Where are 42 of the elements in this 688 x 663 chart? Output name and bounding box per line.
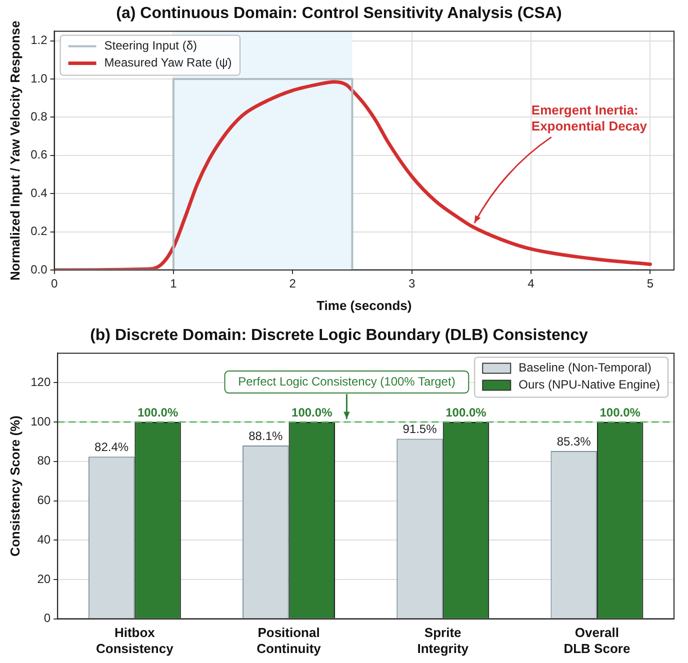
chart-title: (b) Discrete Domain: Discrete Logic Boundary (DLB) Consistency: [90, 327, 588, 344]
x-tick-label: Positional Continuity: [256, 625, 322, 656]
chart-title: (a) Continuous Domain: Control Sensitivity Analysis (CSA): [116, 5, 562, 22]
y-tick-label: 120: [30, 375, 51, 390]
annotation: Emergent Inertia: Exponential Decay: [531, 102, 648, 134]
y-tick-label: 20: [37, 572, 51, 586]
y-tick-label: 80: [37, 454, 51, 468]
y-tick-label: 0.4: [30, 186, 48, 200]
legend-label: Ours (NPU-Native Engine): [518, 378, 660, 392]
y-tick-label: 0.8: [30, 109, 48, 124]
legend-label: Steering Input (δ): [104, 38, 198, 53]
x-tick-label: Hitbox Consistency: [96, 625, 174, 656]
y-tick-label: 0.2: [30, 224, 48, 238]
y-tick-label: 1.0: [30, 71, 48, 86]
data-label: 91.5%: [402, 422, 438, 436]
legend-label: Measured Yaw Rate (ψ̇): [104, 56, 232, 70]
legend-label: Baseline (Non-Temporal): [518, 360, 652, 375]
y-tick-label: 0.0: [30, 262, 48, 276]
y-tick-label: 1.2: [30, 33, 48, 48]
x-tick-label: Sprite Integrity: [417, 625, 470, 656]
x-axis-title: Time (seconds): [316, 298, 412, 313]
y-tick-label: 0.6: [30, 148, 48, 162]
y-tick-label: 40: [37, 532, 51, 546]
y-tick-label: 0: [44, 611, 51, 626]
y-axis-title: Normalized Input / Yaw Velocity Response: [7, 20, 22, 281]
y-axis-title: Consistency Score (%): [7, 416, 22, 556]
x-tick-label: 5: [646, 276, 654, 291]
data-label: 85.3%: [556, 434, 592, 448]
data-label: 100.0%: [600, 405, 641, 420]
x-tick-label: 1: [170, 276, 178, 291]
x-tick-label: Overall DLB Score: [564, 625, 630, 656]
data-label: 100.0%: [292, 405, 333, 420]
data-label: 88.1%: [248, 428, 283, 443]
data-label: 100.0%: [137, 405, 178, 420]
data-label: 82.4%: [94, 440, 129, 454]
x-tick-label: 2: [289, 276, 296, 291]
data-label: 100.0%: [446, 405, 487, 420]
x-tick-label: 3: [408, 276, 416, 291]
y-tick-label: 100: [30, 414, 51, 428]
ref-line-label: Perfect Logic Consistency (100% Target): [238, 374, 456, 388]
x-tick-label: 4: [528, 276, 535, 291]
y-tick-label: 60: [37, 493, 51, 508]
